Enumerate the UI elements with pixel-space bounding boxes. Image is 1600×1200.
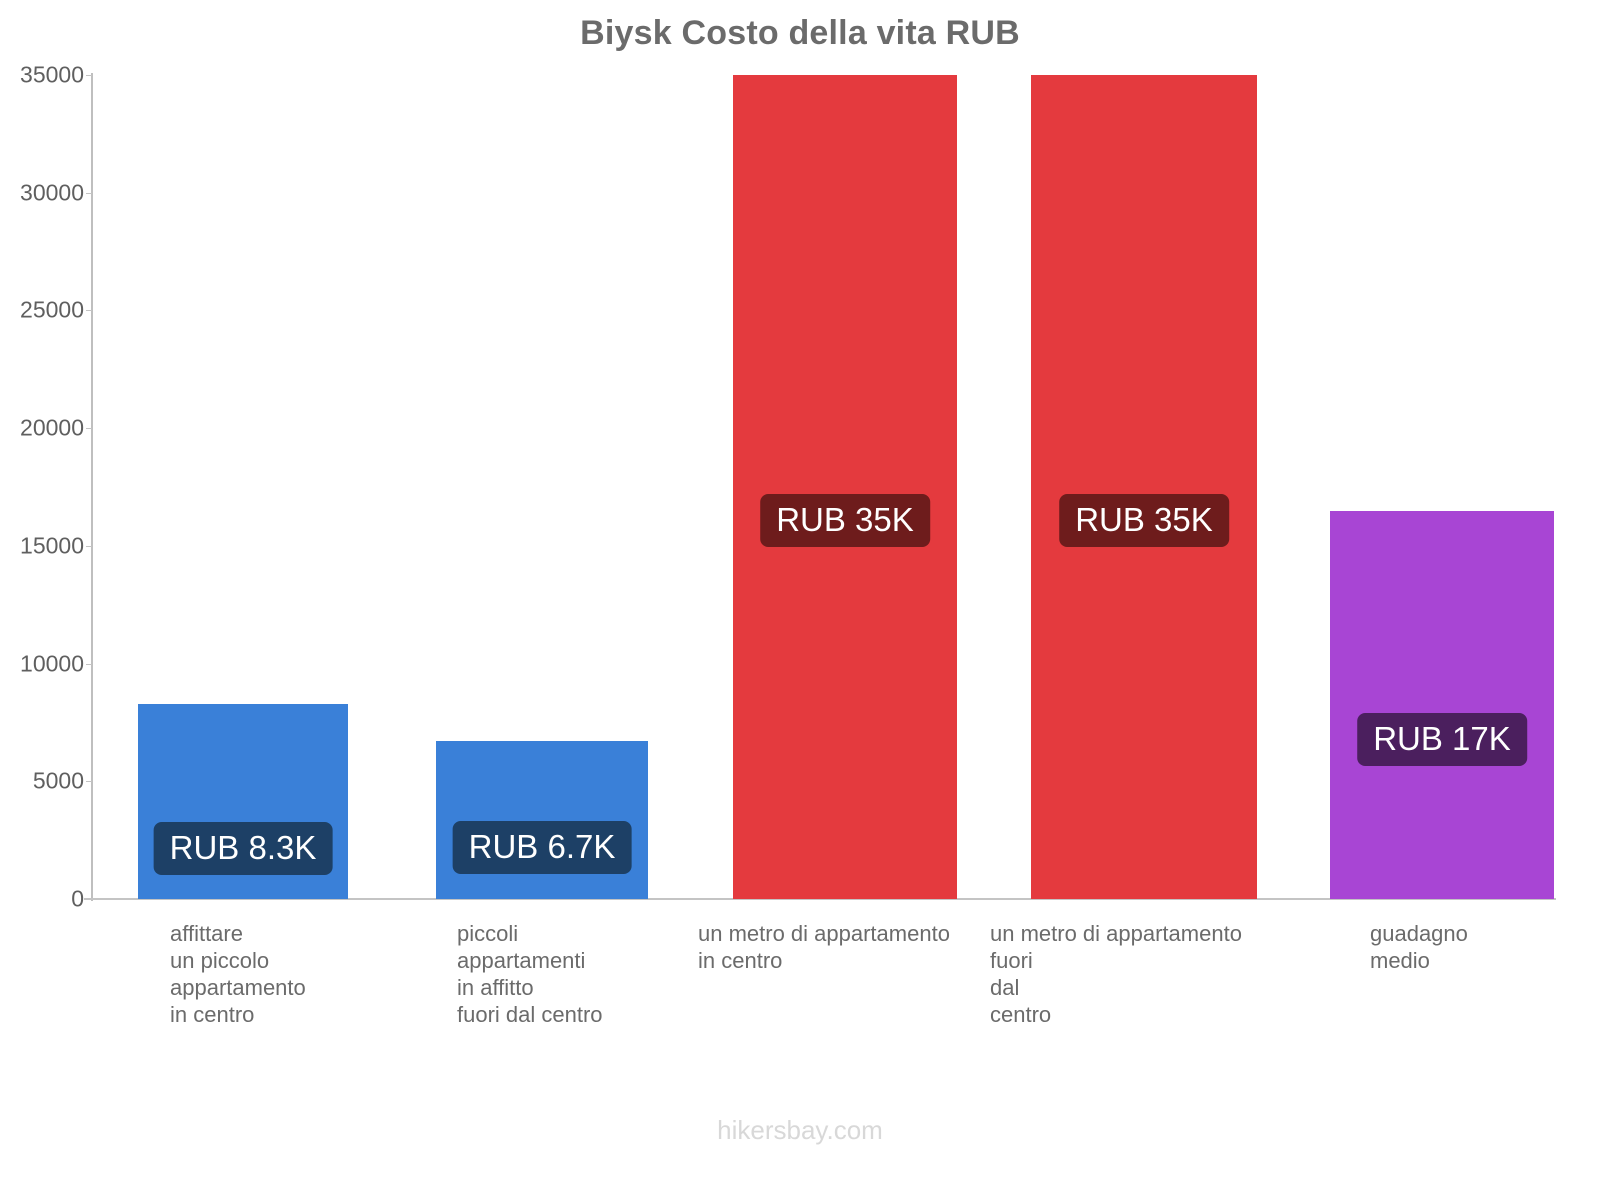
category-label-line: un metro di appartamento <box>698 921 950 946</box>
x-axis-category-label: un metro di appartamento fuori dal centro <box>990 920 1242 1028</box>
y-tick-mark <box>86 310 92 312</box>
y-tick-mark <box>86 192 92 194</box>
y-tick-mark <box>86 781 92 783</box>
category-label-line: affittare <box>170 921 243 946</box>
y-tick-label: 15000 <box>20 532 84 559</box>
y-tick-mark <box>86 75 92 76</box>
bar-column[interactable]: RUB 35K <box>1031 75 1257 899</box>
bar-value-label: RUB 6.7K <box>452 821 632 875</box>
bar-column[interactable]: RUB 8.3K <box>138 703 348 899</box>
x-axis-category-label: un metro di appartamento in centro <box>698 920 950 974</box>
bar-value-label: RUB 35K <box>1059 494 1229 547</box>
y-tick-label: 0 <box>71 885 84 912</box>
category-label-line: in centro <box>698 948 783 973</box>
y-tick-label: 25000 <box>20 296 84 323</box>
y-tick-label: 30000 <box>20 179 84 206</box>
footer-credit: hikersbay.com <box>717 1115 883 1145</box>
y-tick-label: 5000 <box>32 767 84 794</box>
bar-column[interactable]: RUB 17K <box>1330 510 1554 899</box>
y-tick-label: 20000 <box>20 414 84 441</box>
bar-column[interactable]: RUB 35K <box>733 75 957 899</box>
y-tick-mark <box>86 663 92 665</box>
y-tick-mark <box>86 428 92 430</box>
bar-value-label: RUB 8.3K <box>153 821 333 875</box>
y-tick-label: 10000 <box>20 650 84 677</box>
category-label-line: fuori <box>990 948 1033 973</box>
y-tick-mark <box>86 899 92 900</box>
bar-value-label: RUB 35K <box>760 494 930 547</box>
category-label-line: appartamento <box>170 975 306 1000</box>
bar-rect[interactable] <box>436 741 648 899</box>
category-label-line: medio <box>1370 948 1430 973</box>
y-axis-line <box>91 73 93 901</box>
bar-rect[interactable] <box>733 75 957 899</box>
category-label-line: guadagno <box>1370 921 1468 946</box>
category-label-line: in affitto <box>457 975 534 1000</box>
bar-rect[interactable] <box>1330 510 1554 899</box>
x-axis-category-label: guadagno medio <box>1370 920 1468 974</box>
category-label-line: dal <box>990 975 1020 1000</box>
bar-rect[interactable] <box>1031 75 1257 899</box>
category-label-line: un metro di appartamento <box>990 921 1242 946</box>
x-axis-line <box>84 898 1556 900</box>
chart-title: Biysk Costo della vita RUB <box>580 14 1020 52</box>
bar-value-label: RUB 17K <box>1357 712 1527 766</box>
y-tick-mark <box>86 545 92 547</box>
category-label-line: un piccolo <box>170 948 270 973</box>
category-label-line: piccoli <box>457 921 519 946</box>
x-axis-category-label: piccoli appartamenti in affitto fuori dal c… <box>457 920 603 1028</box>
x-axis-category-label: affittare un piccolo appartamento in centro <box>170 920 306 1028</box>
category-label-line: in centro <box>170 1002 255 1027</box>
bar-column[interactable]: RUB 6.7K <box>436 741 648 899</box>
category-label-line: appartamenti <box>457 948 586 973</box>
y-tick-label: 35000 <box>20 61 84 88</box>
category-label-line: fuori dal centro <box>457 1002 603 1027</box>
category-label-line: centro <box>990 1002 1052 1027</box>
